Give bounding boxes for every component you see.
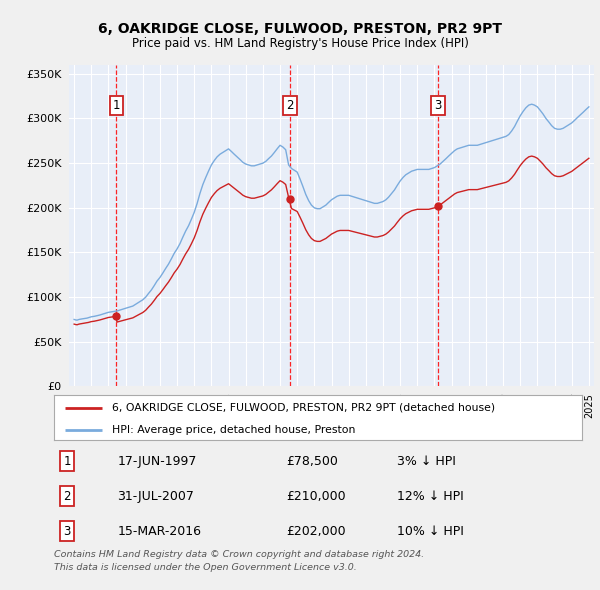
Text: Contains HM Land Registry data © Crown copyright and database right 2024.: Contains HM Land Registry data © Crown c… bbox=[54, 550, 424, 559]
Text: 15-MAR-2016: 15-MAR-2016 bbox=[118, 525, 202, 538]
Text: 12% ↓ HPI: 12% ↓ HPI bbox=[397, 490, 464, 503]
Text: 17-JUN-1997: 17-JUN-1997 bbox=[118, 454, 197, 468]
Text: 3% ↓ HPI: 3% ↓ HPI bbox=[397, 454, 456, 468]
Text: HPI: Average price, detached house, Preston: HPI: Average price, detached house, Pres… bbox=[112, 425, 355, 435]
Text: 2: 2 bbox=[64, 490, 71, 503]
Text: 1: 1 bbox=[64, 454, 71, 468]
Text: £78,500: £78,500 bbox=[286, 454, 338, 468]
Text: 6, OAKRIDGE CLOSE, FULWOOD, PRESTON, PR2 9PT (detached house): 6, OAKRIDGE CLOSE, FULWOOD, PRESTON, PR2… bbox=[112, 403, 495, 412]
Text: 10% ↓ HPI: 10% ↓ HPI bbox=[397, 525, 464, 538]
Text: Price paid vs. HM Land Registry's House Price Index (HPI): Price paid vs. HM Land Registry's House … bbox=[131, 37, 469, 50]
Text: £210,000: £210,000 bbox=[286, 490, 346, 503]
Text: 6, OAKRIDGE CLOSE, FULWOOD, PRESTON, PR2 9PT: 6, OAKRIDGE CLOSE, FULWOOD, PRESTON, PR2… bbox=[98, 22, 502, 37]
Text: 3: 3 bbox=[64, 525, 71, 538]
Text: 31-JUL-2007: 31-JUL-2007 bbox=[118, 490, 194, 503]
Text: 3: 3 bbox=[434, 99, 442, 112]
Text: 1: 1 bbox=[113, 99, 120, 112]
Text: This data is licensed under the Open Government Licence v3.0.: This data is licensed under the Open Gov… bbox=[54, 563, 357, 572]
Text: £202,000: £202,000 bbox=[286, 525, 346, 538]
Text: 2: 2 bbox=[286, 99, 294, 112]
